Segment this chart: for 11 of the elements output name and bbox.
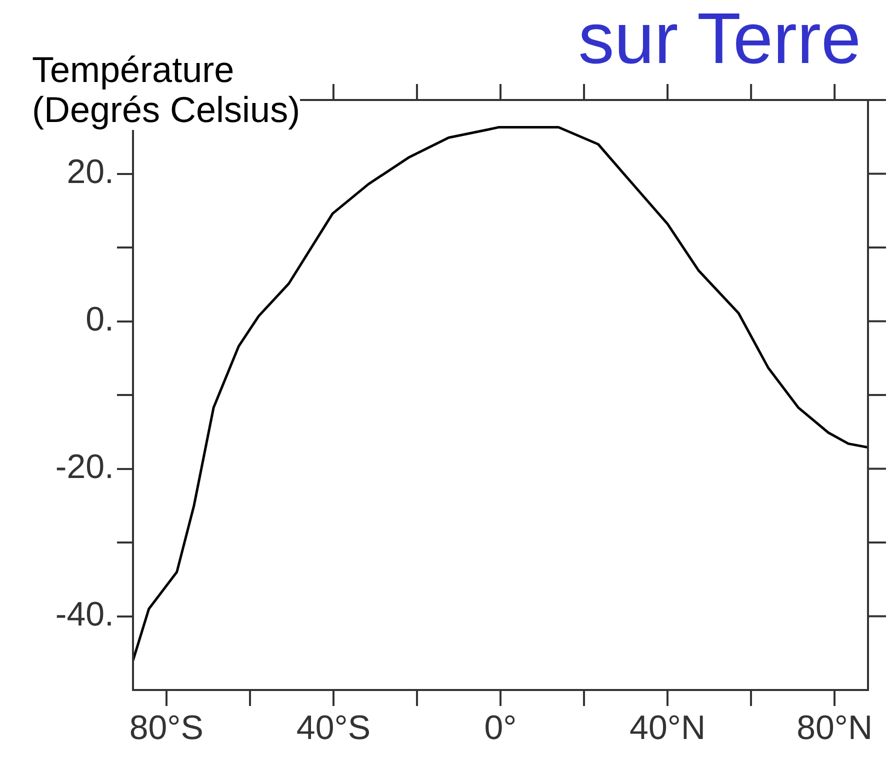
- x-tick-label: 80°S: [129, 708, 204, 747]
- chart-title: sur Terre: [578, 0, 861, 80]
- y-tick-label: 20.: [66, 153, 114, 192]
- x-tick-label: 40°N: [630, 708, 706, 747]
- y-axis-title: Température (Degrés Celsius): [32, 49, 300, 130]
- x-tick-label: 0°: [484, 708, 517, 747]
- y-tick-label: 0.: [86, 300, 114, 339]
- y-tick-label: -40.: [55, 596, 114, 634]
- x-tick-label: 40°S: [296, 708, 370, 747]
- y-tick-label: -20.: [55, 448, 114, 486]
- x-tick-label: 80°N: [796, 708, 873, 747]
